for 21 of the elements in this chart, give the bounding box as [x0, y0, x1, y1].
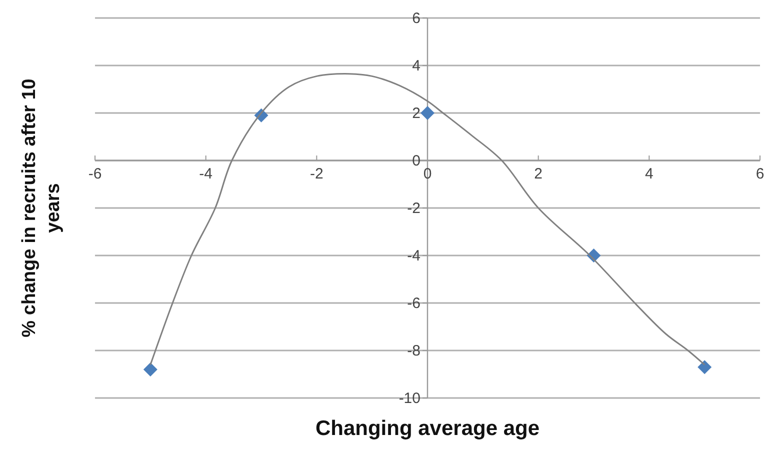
y-tick-label: -4: [407, 248, 420, 264]
x-tick-label: -6: [88, 166, 102, 182]
point: [420, 106, 434, 120]
y-tick-label: 0: [412, 152, 420, 170]
y-tick-label: -6: [407, 295, 420, 312]
y-tick-label: 4: [412, 58, 420, 74]
x-tick-label: 6: [756, 166, 764, 182]
y-tick-label: 6: [412, 10, 420, 27]
x-tick-label: 4: [644, 166, 654, 182]
y-axis-title: % change in recruits after 10 years: [19, 78, 64, 338]
point: [143, 362, 158, 376]
y-tick-label: -2: [407, 200, 420, 217]
y-tick-label: -8: [407, 342, 420, 360]
x-tick-label: -4: [199, 166, 213, 182]
x-axis-title: Changing average age: [315, 417, 540, 440]
y-tick-label: -10: [398, 390, 420, 407]
point: [698, 360, 712, 374]
y-tick-label: 2: [412, 105, 420, 122]
x-tick-label: 0: [423, 166, 432, 182]
x-tick-label: -2: [310, 166, 324, 182]
x-tick-label: 2: [534, 166, 543, 182]
